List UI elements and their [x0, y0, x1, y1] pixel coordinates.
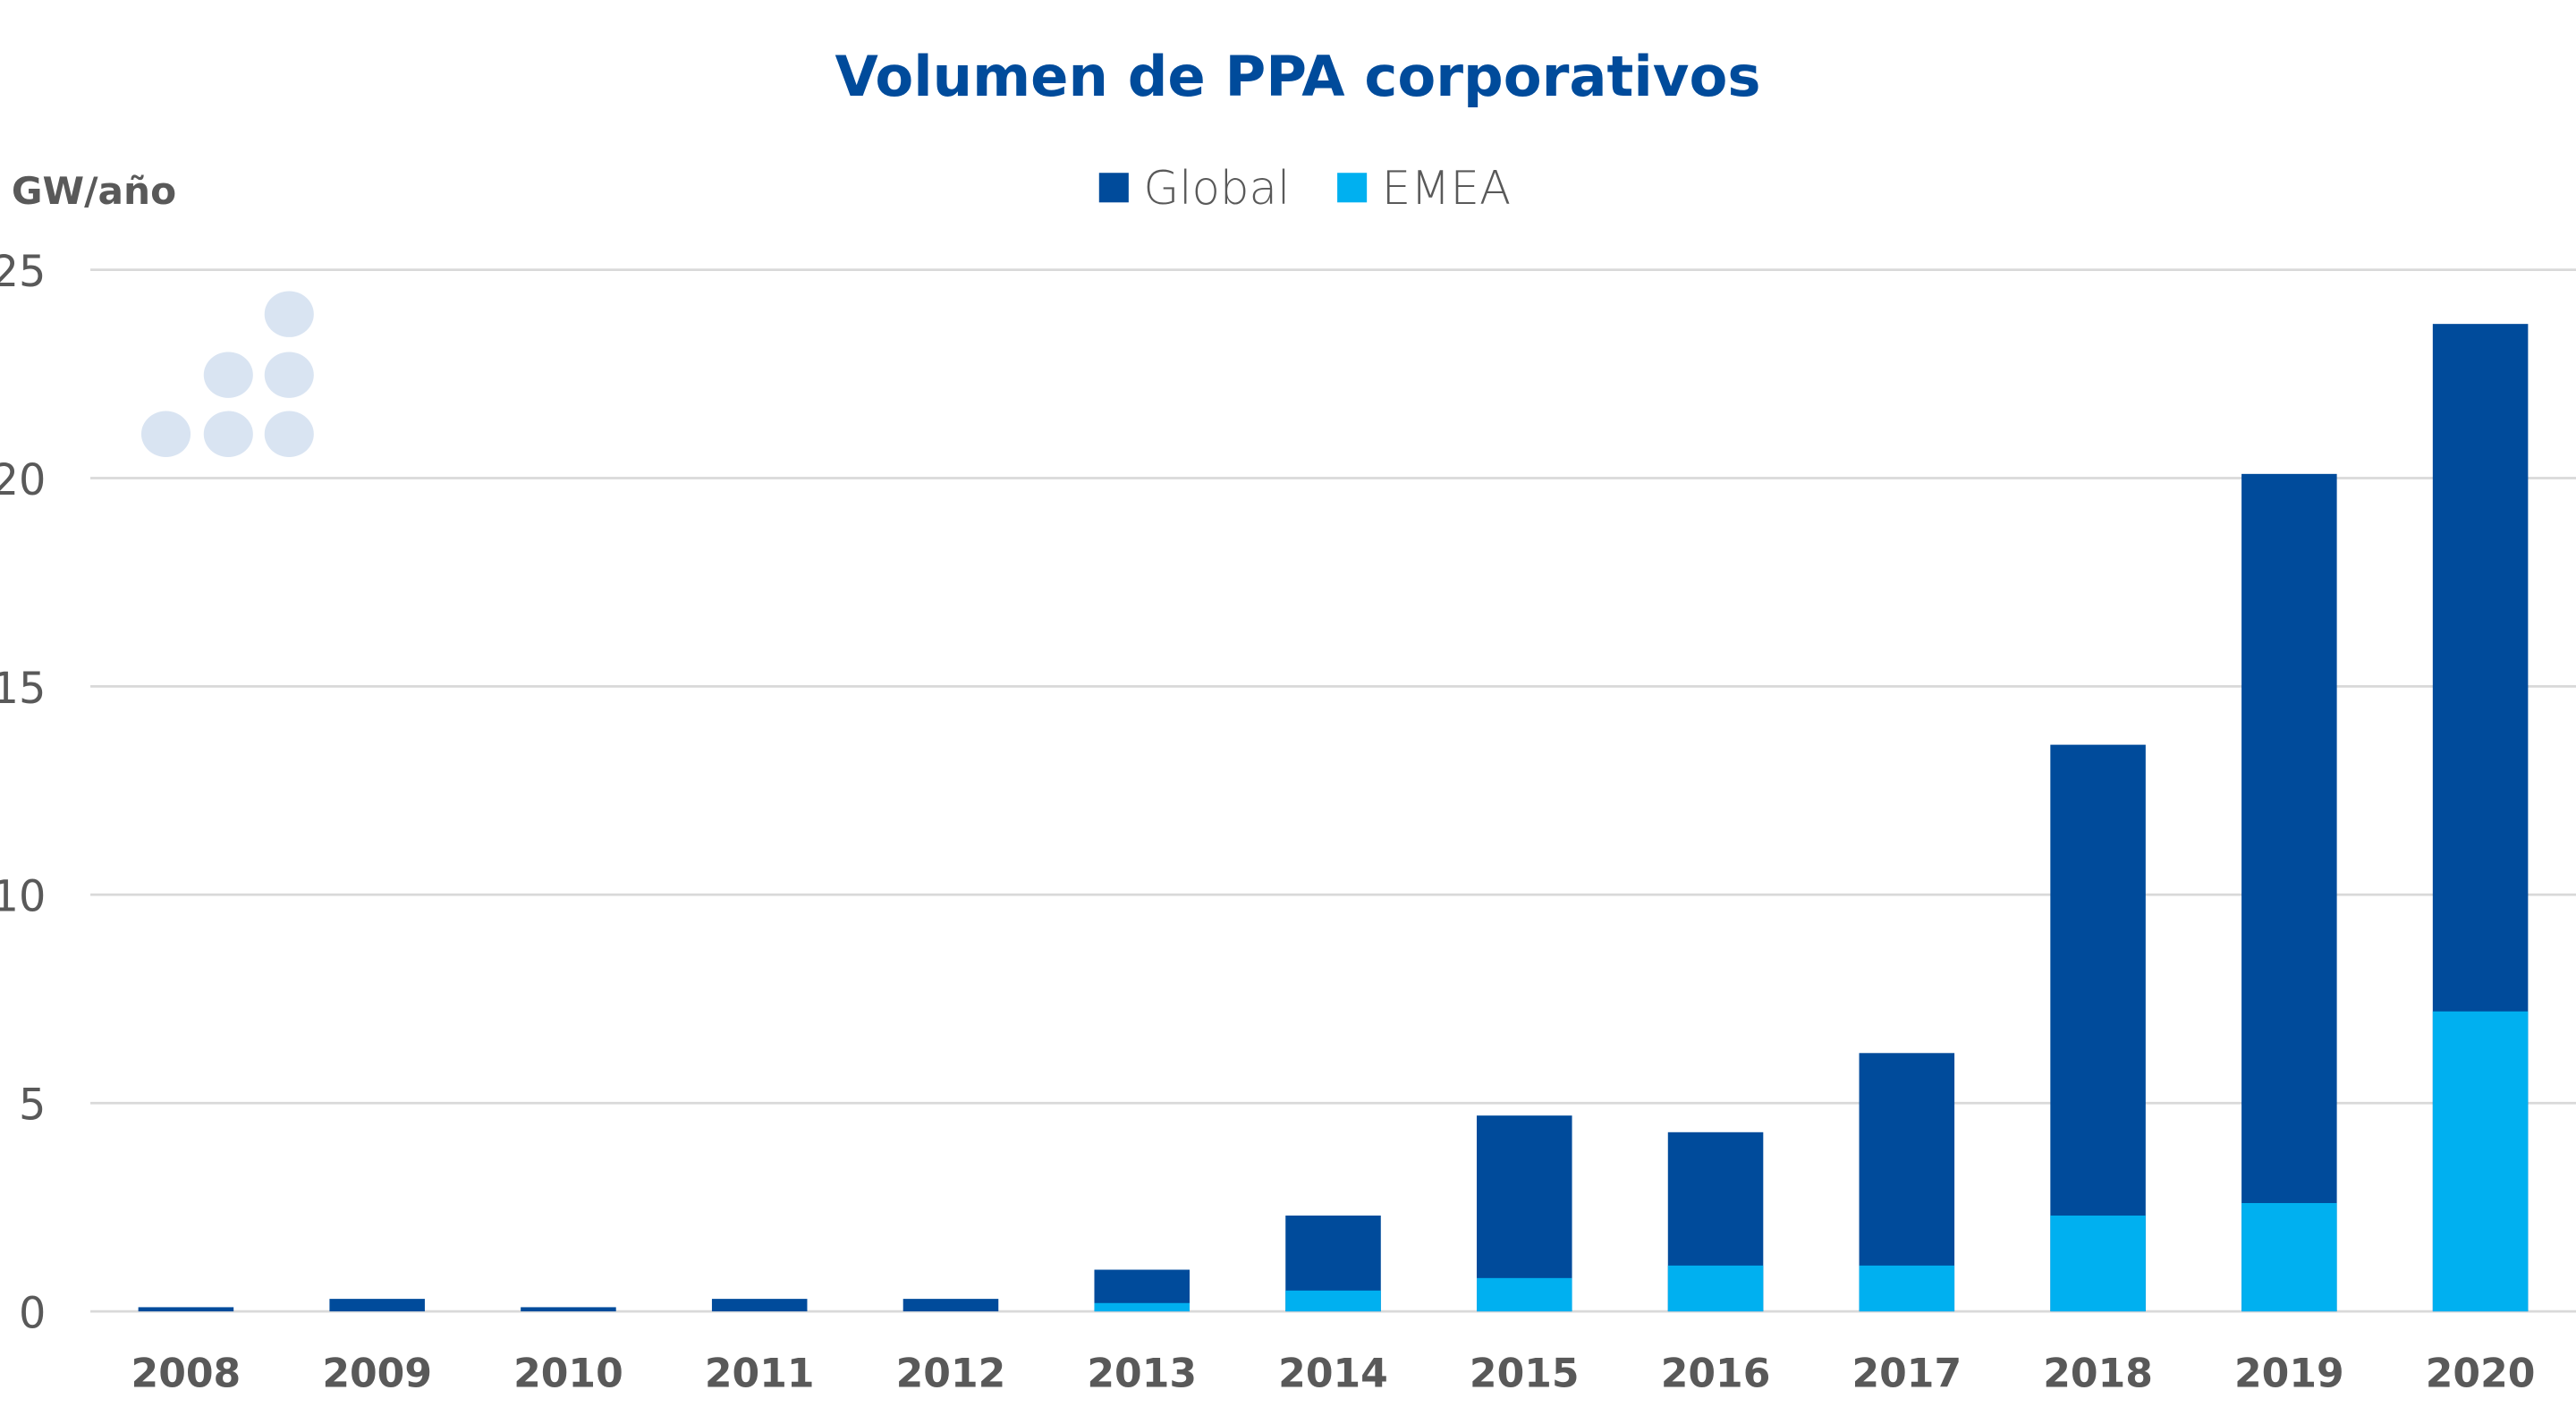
y-tick-label: 15 [0, 665, 46, 714]
logo-dot [203, 352, 253, 398]
bar-emea-2015 [1477, 1277, 1572, 1312]
x-tick-label: 2020 [2426, 1352, 2536, 1397]
bar-emea-2020 [2432, 1011, 2529, 1312]
legend-swatch-emea [1337, 173, 1368, 203]
x-tick-label: 2010 [513, 1352, 623, 1397]
x-tick-label: 2018 [2043, 1352, 2153, 1397]
bar-emea-2016 [1667, 1265, 1764, 1312]
bar-emea-2019 [2241, 1202, 2337, 1312]
y-tick-label: 25 [0, 248, 46, 297]
logo-dot [140, 411, 191, 457]
bar-global-2012 [902, 1299, 999, 1312]
x-tick-label: 2017 [1852, 1352, 1962, 1397]
bar-global-2019 [2241, 473, 2337, 1312]
y-axis-label: GW/año [12, 169, 176, 213]
x-tick-label: 2009 [322, 1352, 432, 1397]
logo-dot [264, 411, 314, 457]
gridlines [90, 268, 2576, 1313]
x-tick-label: 2008 [131, 1352, 242, 1397]
x-tick-label: 2014 [1278, 1352, 1388, 1397]
logo-dot [264, 291, 314, 337]
logo-dots [140, 291, 314, 457]
x-tick-label: 2013 [1087, 1352, 1197, 1397]
legend: Global EMEA [1098, 162, 1511, 216]
bar-emea-2013 [1094, 1302, 1191, 1312]
x-tick-label: 2019 [2234, 1352, 2344, 1397]
x-tick-label: 2015 [1470, 1352, 1580, 1397]
legend-label-emea: EMEA [1382, 162, 1511, 216]
x-tick-label: 2011 [705, 1352, 815, 1397]
x-tick-label: 2012 [896, 1352, 1006, 1397]
bar-global-2010 [521, 1307, 616, 1312]
x-axis-ticks: 2008 2009 2010 2011 2012 2013 2014 2015 2016 2017… [131, 1352, 2536, 1397]
bar-emea-2017 [1859, 1265, 1955, 1312]
legend-swatch-global [1098, 173, 1129, 203]
logo-dot [264, 352, 314, 398]
bar-global-2008 [138, 1307, 234, 1312]
chart-title: Volumen de PPA corporativos [835, 44, 1760, 109]
logo-dot [203, 411, 253, 457]
bar-global-2009 [329, 1299, 425, 1312]
y-tick-label: 5 [19, 1081, 46, 1131]
y-tick-label: 10 [0, 873, 46, 922]
y-axis-ticks: 0 5 10 15 20 25 [0, 248, 46, 1338]
bar-emea-2018 [2050, 1215, 2146, 1312]
y-tick-label: 0 [19, 1289, 46, 1338]
bar-global-2011 [711, 1299, 808, 1312]
x-tick-label: 2016 [1661, 1352, 1771, 1397]
bar-emea-2014 [1285, 1290, 1381, 1312]
legend-label-global: Global [1143, 162, 1290, 216]
y-tick-label: 20 [0, 456, 46, 505]
bars [138, 324, 2529, 1312]
